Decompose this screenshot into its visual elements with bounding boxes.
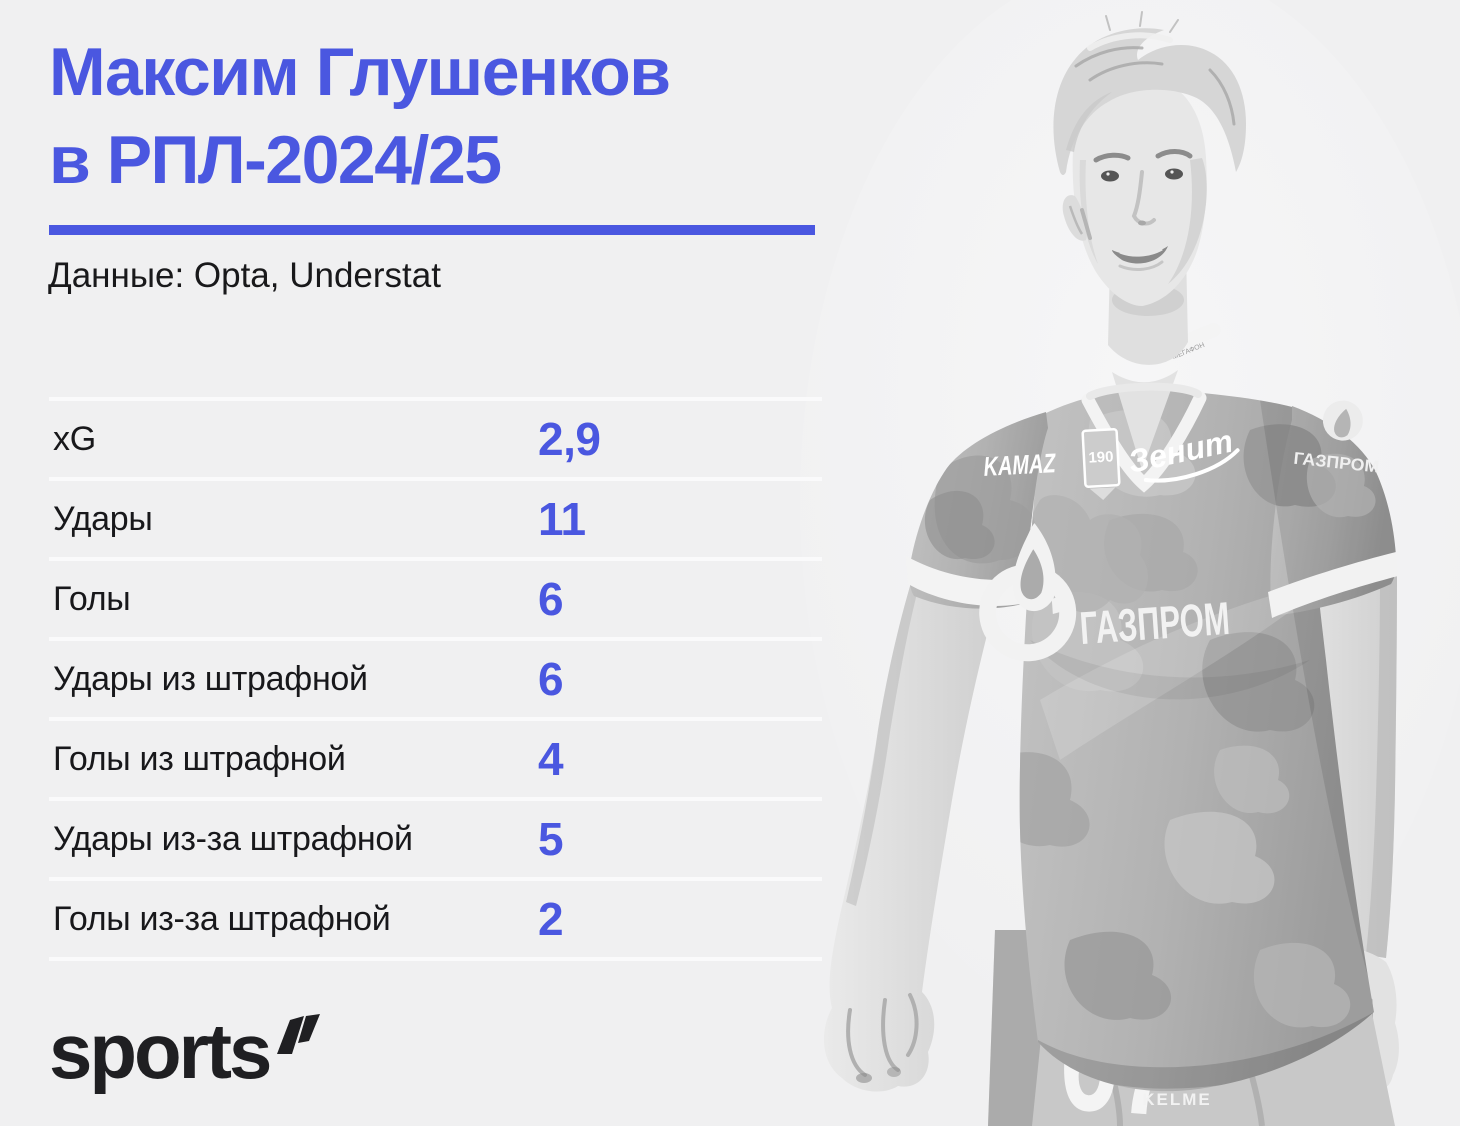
stat-value: 11 (538, 493, 586, 545)
stat-label: xG (53, 419, 96, 458)
title-underline-rule (49, 225, 815, 235)
page-title-line2: в РПЛ-2024/25 (49, 122, 502, 198)
player-photo: 67 KELME (800, 0, 1460, 1126)
table-row: Голы 6 (49, 557, 822, 637)
table-row: xG 2,9 (49, 397, 822, 477)
stat-value: 2 (538, 893, 564, 945)
table-row: Голы из-за штрафной 2 (49, 877, 822, 961)
stat-value: 6 (538, 653, 564, 705)
player-hair (1053, 28, 1246, 176)
table-row: Голы из штрафной 4 (49, 717, 822, 797)
stat-label: Удары из штрафной (53, 659, 368, 698)
gazprom-chest-text: ГАЗПРОМ (1078, 592, 1231, 654)
stat-label: Удары из-за штрафной (53, 819, 413, 858)
stat-label: Голы из-за штрафной (53, 899, 391, 938)
player-left-arm (823, 560, 996, 1092)
table-row: Удары из штрафной 6 (49, 637, 822, 717)
stat-label: Голы из штрафной (53, 739, 346, 778)
table-row: Удары 11 (49, 477, 822, 557)
stat-value: 6 (538, 573, 564, 625)
stat-label: Удары (53, 499, 153, 538)
data-source-caption: Данные: Opta, Understat (48, 256, 441, 295)
shorts-brand-text: KELME (1142, 1090, 1212, 1109)
sports-logo-wordmark: sports (49, 1007, 272, 1095)
right-sleeve-cuff (1268, 552, 1398, 618)
kamaz-logo-text: KAMAZ (983, 448, 1058, 482)
page-title-line1: Максим Глушенков (49, 34, 671, 110)
sports-logo-tick-icon (275, 1014, 321, 1069)
gazprom-chest-logo: ГАЗПРОМ (979, 523, 1231, 662)
anniversary-badge: 190 (1081, 428, 1121, 500)
stat-value: 2,9 (538, 413, 601, 465)
gazprom-sleeve-patch: ГАЗПРОМ (1293, 400, 1380, 477)
badge-year-text: 190 (1088, 448, 1114, 466)
stat-value: 5 (538, 813, 564, 865)
player-head (1053, 11, 1246, 365)
sports-logo: sports (49, 1012, 321, 1090)
stats-table: xG 2,9 Удары 11 Голы 6 Удары из штрафной… (49, 397, 822, 961)
stat-value: 4 (538, 733, 564, 785)
page-title: Максим Глушенков в РПЛ-2024/25 (49, 28, 949, 204)
stat-label: Голы (53, 579, 131, 618)
table-row: Удары из-за штрафной 5 (49, 797, 822, 877)
